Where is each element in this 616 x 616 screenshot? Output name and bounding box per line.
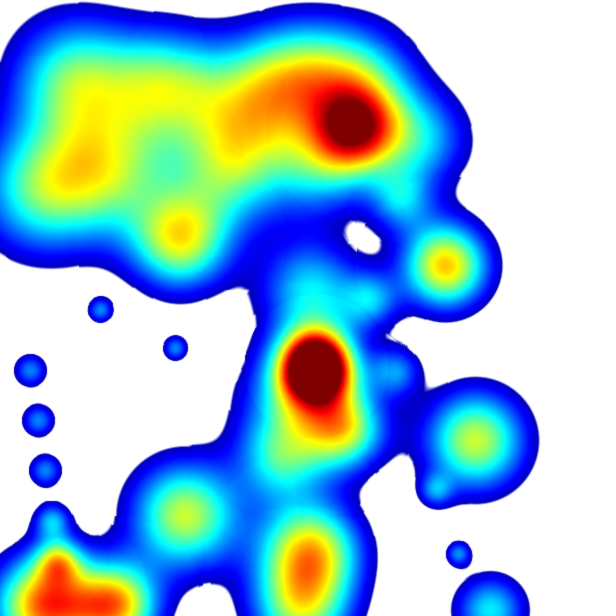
density-heatmap <box>0 0 616 616</box>
